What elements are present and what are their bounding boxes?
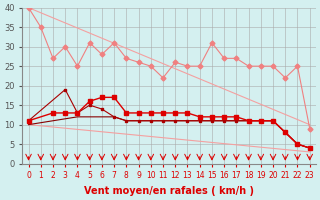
X-axis label: Vent moyen/en rafales ( km/h ): Vent moyen/en rafales ( km/h ) [84,186,254,196]
